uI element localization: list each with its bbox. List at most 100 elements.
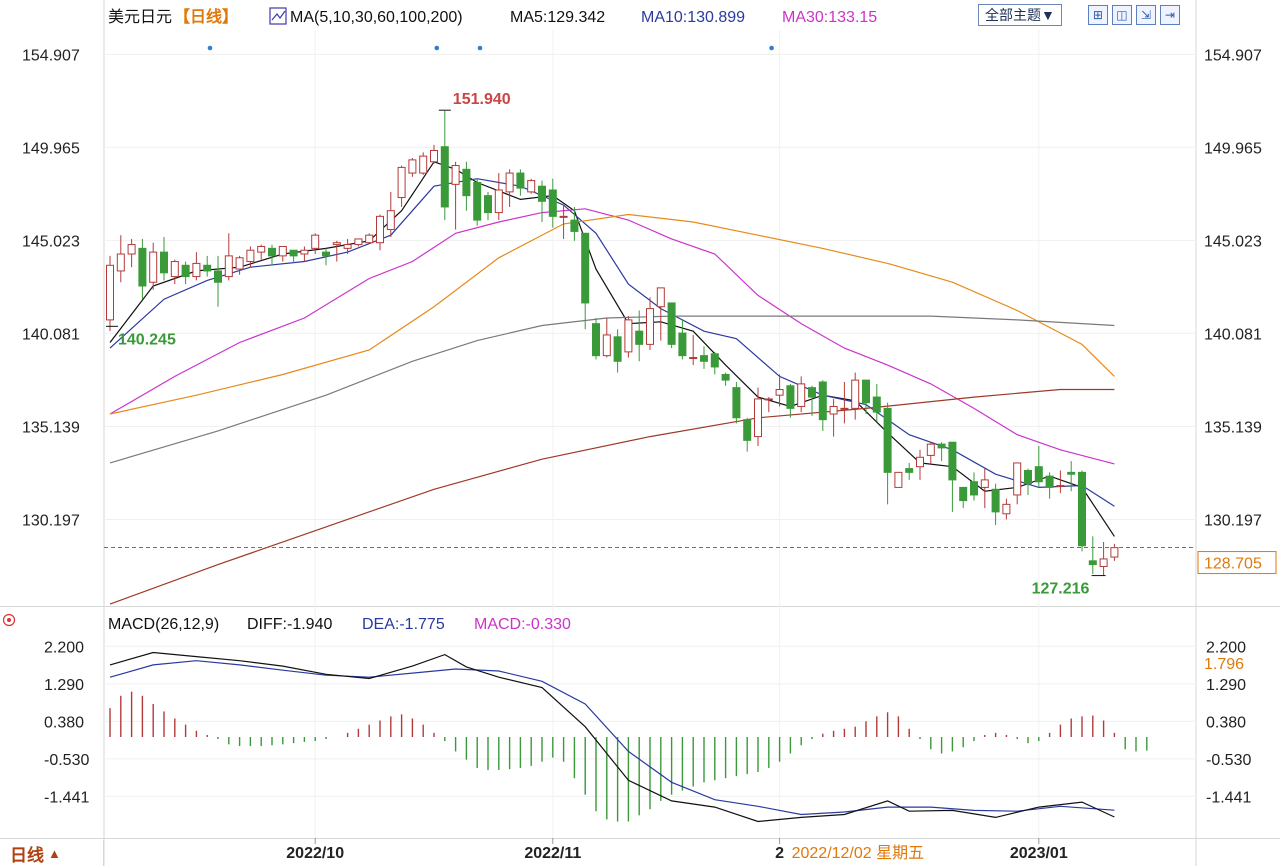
macd-right-marker: 1.796 [1204,656,1244,673]
candle [386,191,395,238]
candle-body [872,396,881,413]
chart-toolbar: 全部主题▼ ⊞ ◫ ⇲ ⇥ [978,4,1180,26]
candle-body [743,419,752,441]
ma-line-ma100 [109,315,1115,464]
price-tick-label-right: 154.907 [1204,47,1262,64]
candle-body [721,373,730,381]
candle-body [1099,558,1108,567]
dea-line [109,660,1115,816]
candle-body [1110,547,1119,558]
candle-body [214,270,222,283]
candle-body [635,330,644,345]
forward-icon[interactable]: ⇥ [1159,5,1180,25]
macd-tick-label-left: 1.290 [44,677,84,694]
candle-body [851,379,860,409]
event-dot [434,45,440,51]
candle [268,244,276,266]
candle [1034,446,1043,488]
theme-dropdown-button[interactable]: 全部主题▼ [978,4,1062,26]
split-view-icon[interactable]: ◫ [1111,5,1132,25]
candle [948,441,957,512]
candle-body [894,471,903,488]
candle-body [948,441,957,481]
instrument-title: 美元日元 [108,8,172,26]
macd-tick-label-right: -0.530 [1206,752,1251,769]
candle [343,238,352,254]
candle-body [311,234,320,249]
candle [527,178,536,194]
macd-header: MACD(26,12,9) DIFF:-1.940 DEA:-1.775 MAC… [2,613,571,633]
candle-body [656,287,665,308]
candle-body [397,166,406,199]
candle [980,468,989,509]
candle-body [376,215,384,244]
candle [732,382,741,424]
period-tab[interactable]: 日线 ▲ [0,840,104,866]
candle [710,351,719,375]
candle [916,449,924,480]
candle [1078,470,1086,552]
candle [408,158,417,177]
macd-settings-icon[interactable] [2,613,16,627]
candle [624,316,633,358]
macd-tick-label-right: 0.380 [1206,714,1246,731]
price-tick-label-left: 135.139 [22,419,80,436]
candle-body [160,251,168,274]
candle [970,472,978,501]
candle [851,372,860,420]
macd-tick-label-right: 1.290 [1206,677,1246,694]
candle-body [862,379,870,404]
candle-body [278,245,287,257]
ma-settings-icon[interactable] [269,7,287,25]
macd-tick-label-right: -1.441 [1206,789,1251,806]
candle-body [354,238,363,246]
candle-body [905,468,914,473]
candle [235,255,244,275]
candle-body [883,407,892,473]
candle-body [1002,503,1011,515]
macd-dea-value: DEA:-1.775 [362,616,445,633]
candle-body [1024,469,1032,485]
macd-title: MACD(26,12,9) [108,616,219,633]
candle [1110,543,1119,561]
candle [905,462,914,480]
candle [602,318,611,358]
candle-body [149,251,158,283]
candle-body [203,264,212,272]
candle [311,233,320,254]
candle-body [516,172,525,189]
candle [246,246,255,268]
candle-body [1013,462,1022,496]
candle [354,238,363,247]
candle [1088,536,1097,574]
candle [991,483,1000,526]
candle-body [268,247,276,257]
candle-body [754,398,762,438]
grid-icon[interactable]: ⊞ [1087,5,1108,25]
candle [592,318,600,360]
candle-body [1056,485,1065,488]
candle-body [980,479,989,488]
next-page-icon[interactable]: ⇲ [1135,5,1156,25]
candle [646,297,654,350]
price-tick-label-left: 140.081 [22,326,80,343]
candle [181,261,190,285]
period-tag: 【日线】 [174,7,238,26]
candle-body [613,336,622,362]
candle [214,255,222,307]
candle-body [246,249,255,263]
candle-body [473,181,482,221]
candle-body [1045,475,1054,488]
diff-line [109,651,1115,823]
candle [581,232,590,330]
candle [451,161,460,230]
candle [106,255,114,332]
candle [484,191,492,221]
candle-body [829,405,838,415]
ma-line-ma30 [109,208,1115,465]
macd-axis-left: 2.200 1.290 0.380 -0.530 -1.441 [44,639,89,806]
candle-body [775,389,784,396]
candle-body [106,264,114,321]
candle-body [484,195,492,214]
candle-body [386,210,395,231]
